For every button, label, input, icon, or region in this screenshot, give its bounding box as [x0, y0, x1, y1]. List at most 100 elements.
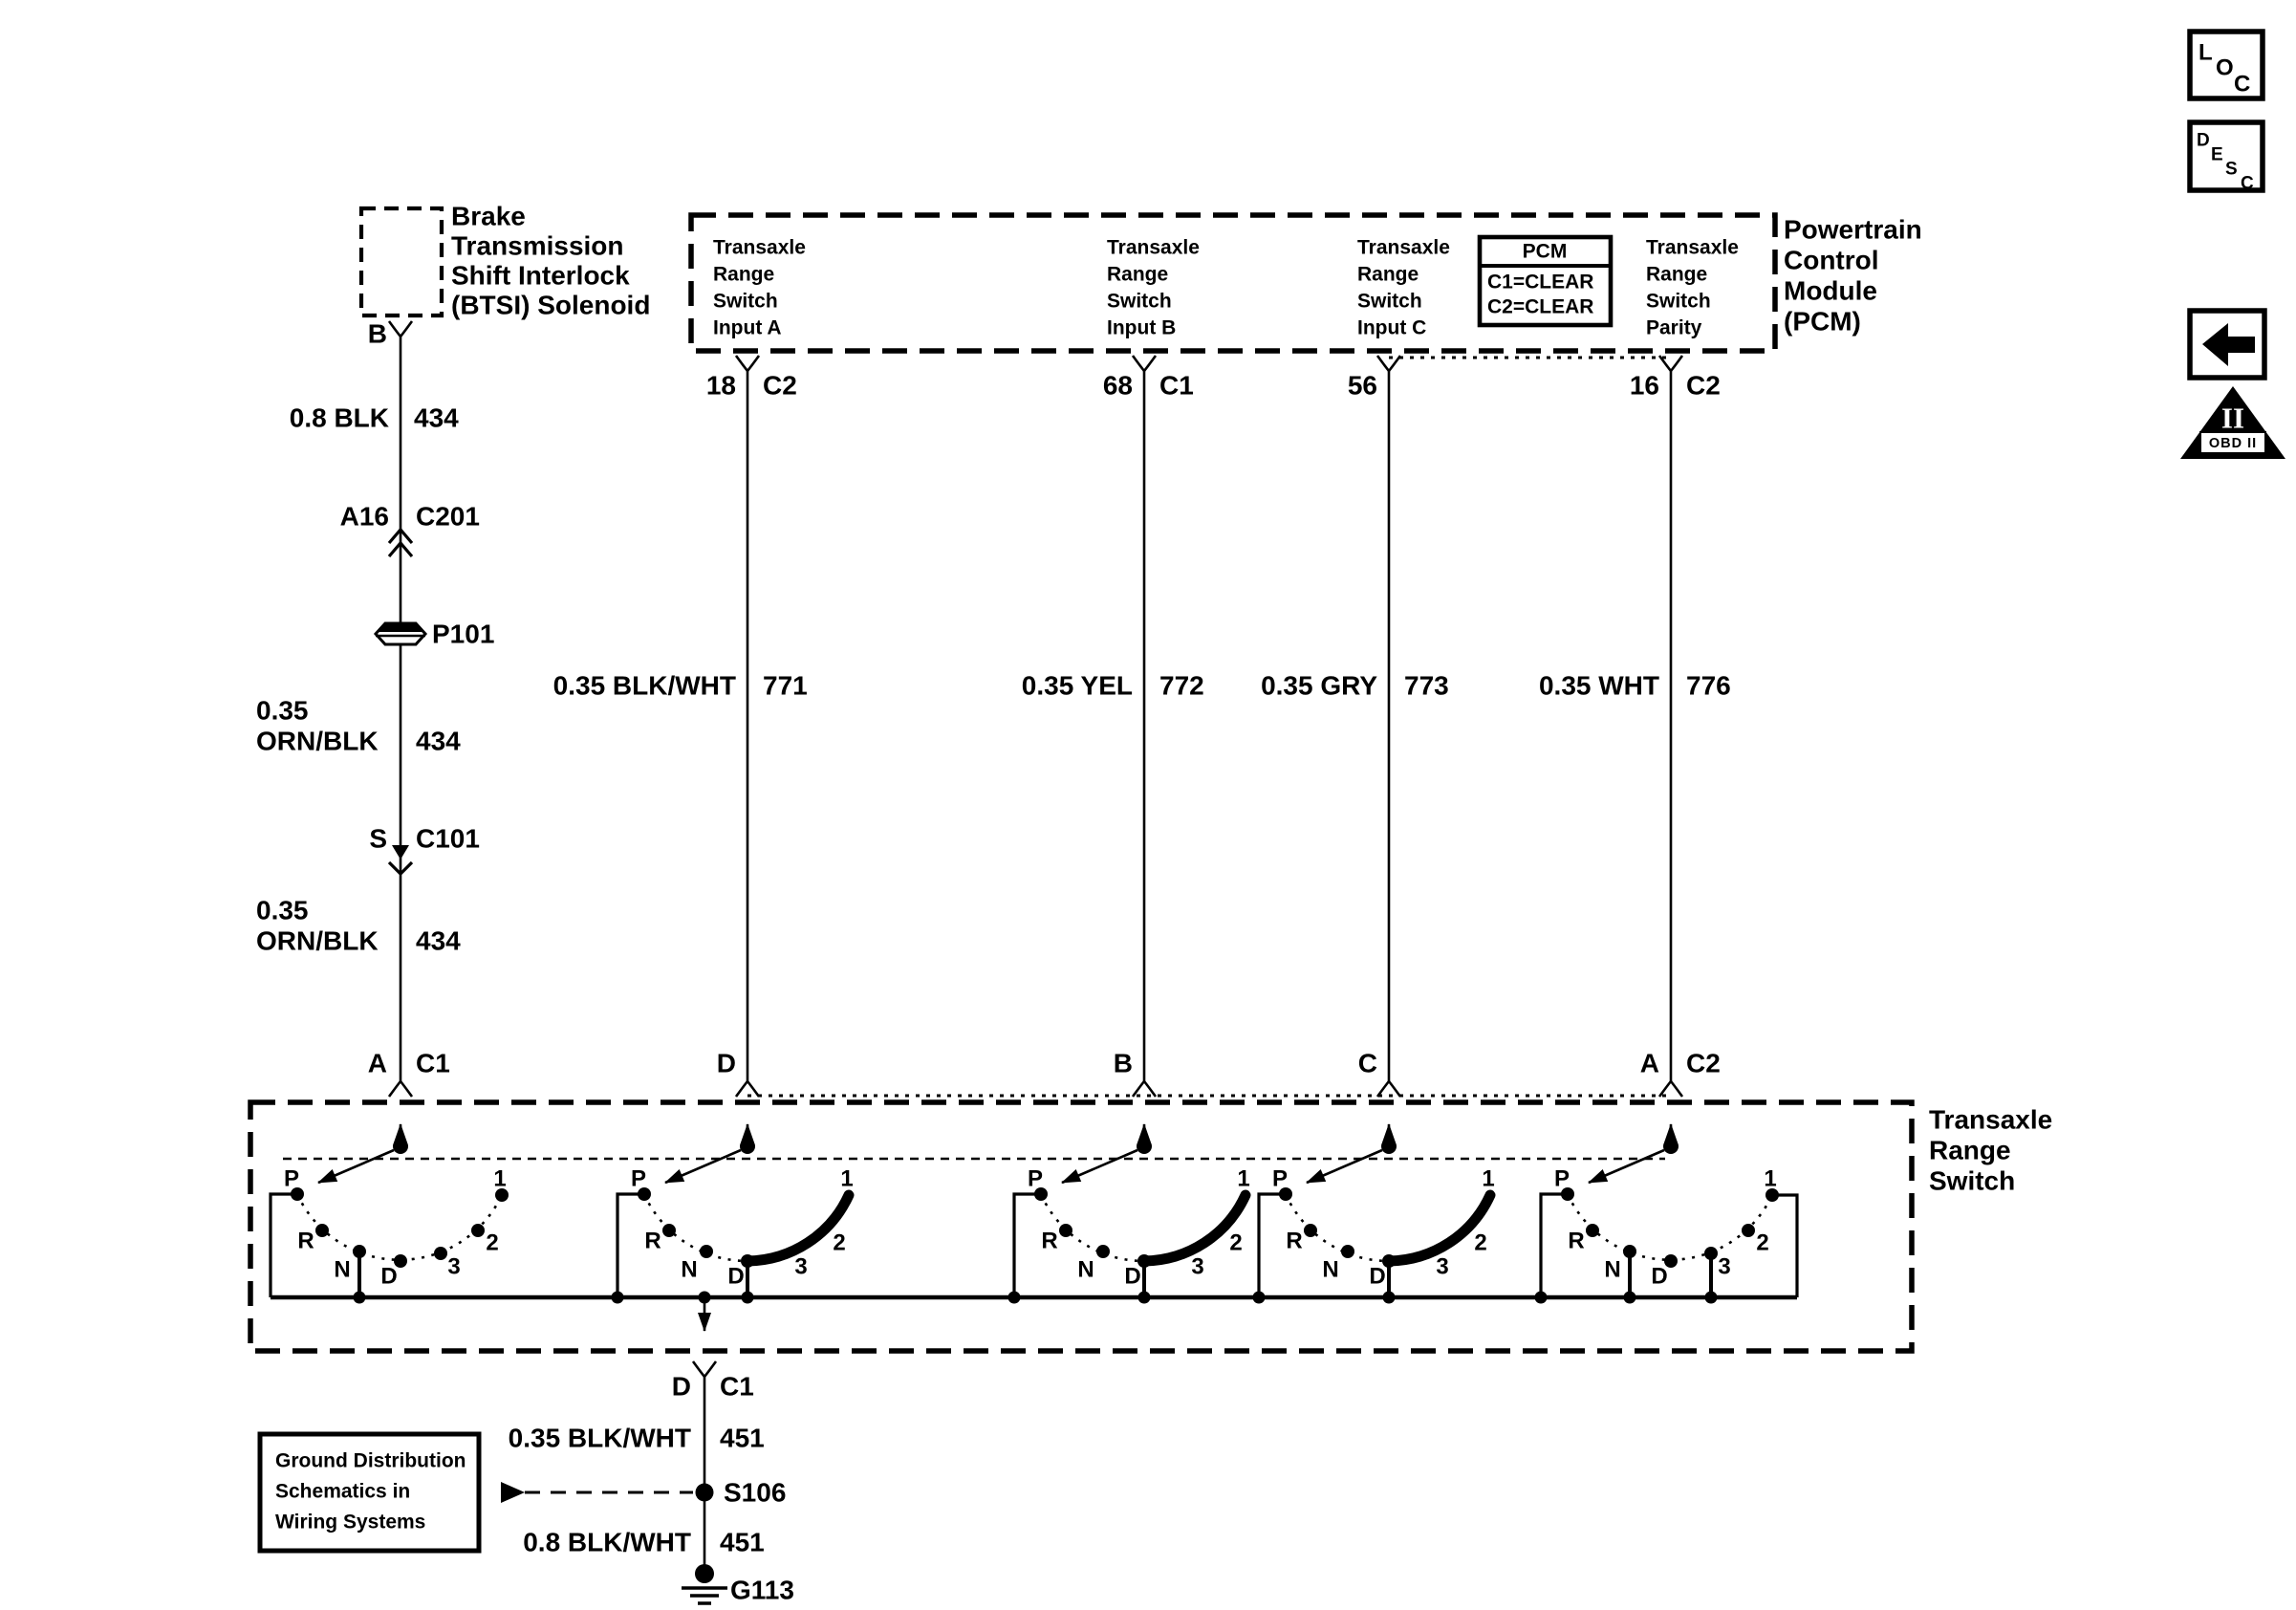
- pcm-pin-number: 56: [1348, 371, 1377, 401]
- position-label: R: [1041, 1229, 1057, 1254]
- position-label: P: [1554, 1166, 1570, 1192]
- channel-label: Parity: [1646, 317, 1702, 339]
- desc-icon[interactable]: C: [2241, 174, 2254, 194]
- position-bracket: [1012, 1192, 1041, 1297]
- connector-y-icon: [734, 1078, 761, 1098]
- channel-label: Switch: [713, 291, 778, 313]
- desc-button[interactable]: D E S C: [2187, 120, 2265, 194]
- channel-label: Transaxle: [1646, 237, 1739, 259]
- position-label: P: [631, 1166, 646, 1192]
- position-label: N: [681, 1257, 697, 1283]
- position-label: D: [1369, 1264, 1385, 1290]
- contact-range-arc: [742, 1189, 855, 1267]
- pivot-dot: [740, 1139, 755, 1154]
- wire-circuit-number: 434: [416, 727, 461, 756]
- pass-through-grommet-p101: P101: [373, 620, 494, 649]
- pcm-pin-number: 18: [706, 371, 736, 401]
- position-label: 3: [1436, 1254, 1448, 1280]
- position-label: R: [1286, 1229, 1302, 1254]
- position-label: P: [1028, 1166, 1043, 1192]
- wire-gauge-label: ORN/BLK: [256, 926, 379, 956]
- position-label: 1: [1482, 1166, 1494, 1192]
- position-label: 2: [1229, 1230, 1242, 1256]
- wire-circuit-number: 776: [1686, 671, 1731, 701]
- connector-y-icon: [1131, 355, 1158, 374]
- position-label: R: [644, 1229, 661, 1254]
- btsi-name-line: Brake: [451, 202, 526, 231]
- obd2-numeral: II: [2221, 402, 2244, 435]
- position-label: 2: [833, 1230, 845, 1256]
- switch-pole-input-a: P R N D 3 2 1: [616, 1123, 855, 1297]
- wire-circuit-number: 451: [720, 1528, 765, 1557]
- channel-label: Transaxle: [713, 237, 806, 259]
- back-button[interactable]: [2187, 308, 2267, 381]
- position-bracket: [269, 1192, 297, 1297]
- obd2-banner: [2199, 431, 2266, 454]
- channel-label: Range: [713, 264, 774, 286]
- switch-pin-label: D: [717, 1049, 736, 1078]
- desc-icon[interactable]: S: [2225, 160, 2238, 180]
- wire-circuit-number: 771: [763, 671, 808, 701]
- wire-circuit-number: 434: [416, 926, 461, 956]
- position-label: 3: [447, 1254, 460, 1280]
- ground-path: D C1 0.35 BLK/WHT 451 S106 Ground Distri…: [257, 1360, 794, 1605]
- position-label: 3: [1718, 1254, 1730, 1280]
- wire-circuit-number: 451: [720, 1424, 765, 1453]
- pcm-conn-label: C2: [763, 371, 797, 401]
- connector-name-label: C201: [416, 502, 480, 532]
- pcm-module: Powertrain Control Module (PCM) PCM C1=C…: [688, 212, 1922, 401]
- rotor-arm-arrow: [1588, 1148, 1665, 1185]
- position-label: N: [1604, 1257, 1620, 1283]
- obd2-badge: II OBD II: [2180, 386, 2285, 459]
- button-frame[interactable]: [2187, 120, 2265, 193]
- loc-icon[interactable]: L: [2199, 40, 2213, 66]
- desc-icon[interactable]: D: [2197, 131, 2210, 151]
- pcm-conn-label: C2: [1686, 371, 1721, 401]
- position-label: P: [284, 1166, 299, 1192]
- pcm-name-line: (PCM): [1784, 307, 1861, 337]
- loc-button[interactable]: L O C: [2187, 29, 2265, 101]
- position-label: R: [297, 1229, 314, 1254]
- channel-label: Transaxle: [1107, 237, 1200, 259]
- switch-name-line: Range: [1929, 1136, 2011, 1165]
- pivot-dot: [1137, 1139, 1152, 1154]
- switch-conn-label: C2: [1686, 1049, 1721, 1078]
- switch-pole-input-b: P R N D 3 2 1: [1012, 1123, 1251, 1297]
- position-label: 1: [493, 1166, 506, 1192]
- reference-note-box: [257, 1431, 482, 1554]
- channel-label: Switch: [1107, 291, 1172, 313]
- loc-icon[interactable]: C: [2234, 72, 2250, 98]
- left-arrow-icon[interactable]: [2202, 323, 2255, 366]
- pcm-name-line: Control: [1784, 246, 1879, 275]
- desc-icon[interactable]: E: [2211, 145, 2223, 165]
- switch-pin-label: B: [1114, 1049, 1133, 1078]
- reference-note-line: Schematics in: [275, 1481, 410, 1503]
- position-label: D: [1651, 1264, 1667, 1290]
- switch-pole-input-c: P R N D 3 2 1: [1257, 1123, 1496, 1297]
- rotor-arm-arrow: [1061, 1148, 1138, 1185]
- channel-label: Input A: [713, 317, 782, 339]
- channel-label: Switch: [1357, 291, 1422, 313]
- switch-conn-label: C1: [720, 1372, 754, 1402]
- button-frame[interactable]: [2187, 29, 2265, 101]
- pcm-name-line: Module: [1784, 276, 1877, 306]
- rotor-arm-arrow: [664, 1148, 742, 1185]
- position-label: N: [1322, 1257, 1338, 1283]
- contact-range-arc: [1383, 1189, 1496, 1267]
- position-label: D: [727, 1264, 744, 1290]
- position-label: P: [1272, 1166, 1288, 1192]
- pcm-wires: 0.35 BLK/WHT 771 0.35 YEL 772 0.35 GRY 7…: [553, 371, 1731, 1098]
- switch-pin-label: A: [368, 1049, 387, 1078]
- connector-y-icon: [691, 1360, 718, 1380]
- inline-connector-icon: [387, 860, 414, 877]
- pcm-note-box: [1477, 234, 1614, 328]
- reference-note-line: Ground Distribution: [275, 1450, 466, 1472]
- rotor-arm-arrow: [317, 1148, 395, 1185]
- channel-label: Range: [1646, 264, 1707, 286]
- wire-gauge-label: 0.35: [256, 896, 309, 925]
- position-label: R: [1568, 1229, 1584, 1254]
- position-label: 1: [1237, 1166, 1249, 1192]
- reference-note-line: Wiring Systems: [275, 1512, 425, 1534]
- loc-icon[interactable]: O: [2216, 55, 2234, 81]
- switch-conn-label: C1: [416, 1049, 450, 1078]
